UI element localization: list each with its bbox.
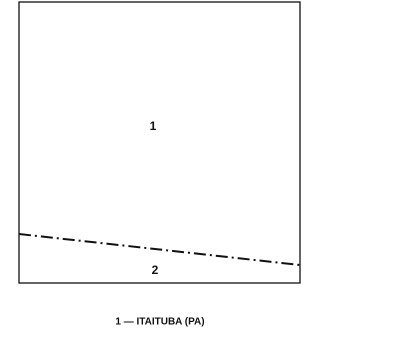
region-label: 2 xyxy=(152,263,159,277)
boundary-line xyxy=(18,233,301,266)
frame xyxy=(18,1,301,284)
legend-entry: 1 — ITAITUBA (PA) xyxy=(115,317,204,328)
region-label: 1 xyxy=(150,119,157,133)
